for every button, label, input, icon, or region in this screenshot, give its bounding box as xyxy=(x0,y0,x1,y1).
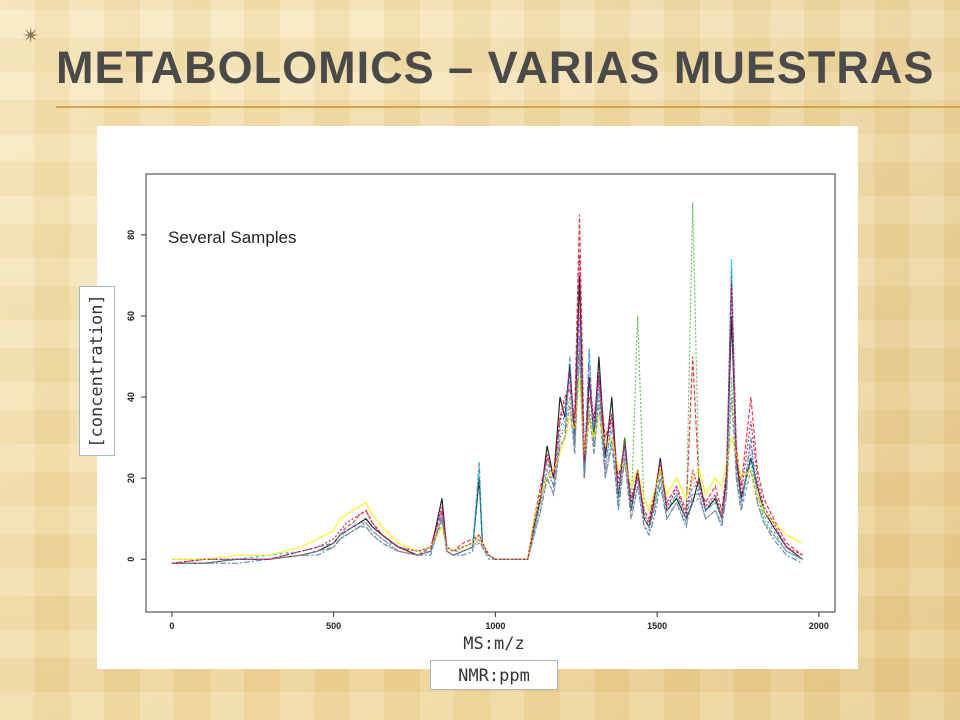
y-tick-label: 60 xyxy=(126,311,136,321)
star-icon: ✴ xyxy=(21,24,41,49)
series-line xyxy=(171,348,803,564)
x-tick-label: 500 xyxy=(326,621,341,631)
y-tick-label: 40 xyxy=(126,392,136,402)
x-tick-label: 1000 xyxy=(485,621,505,631)
series-line xyxy=(171,202,803,564)
series-line xyxy=(171,275,804,564)
chart-annotation: Several Samples xyxy=(168,228,297,247)
y-tick-label: 20 xyxy=(126,473,136,483)
series-line xyxy=(171,259,803,560)
series-line xyxy=(171,214,804,564)
y-tick-label: 0 xyxy=(126,557,136,562)
series-line xyxy=(171,267,803,564)
y-axis-label: [concentration] xyxy=(87,294,107,448)
x-axis-label-ms: MS:m/z xyxy=(430,630,558,658)
title-underline xyxy=(56,106,960,108)
x-tick-label: 1500 xyxy=(647,621,667,631)
y-tick-label: 80 xyxy=(126,230,136,240)
x-axis-label-nmr: NMR:ppm xyxy=(430,660,558,690)
slide-title: METABOLOMICS – VARIAS MUESTRAS xyxy=(56,42,935,93)
plot-frame xyxy=(145,173,836,613)
x-tick-label: 0 xyxy=(169,621,174,631)
series-line xyxy=(171,291,804,564)
series-line xyxy=(171,255,803,564)
chart-panel: 0 500 1000 1500 2000 0 20 40 60 80 xyxy=(97,126,858,669)
series-line xyxy=(171,376,803,560)
y-axis-label-box: [concentration] xyxy=(79,286,115,456)
line-chart: 0 500 1000 1500 2000 0 20 40 60 80 xyxy=(126,173,836,631)
x-tick-label: 2000 xyxy=(809,621,829,631)
